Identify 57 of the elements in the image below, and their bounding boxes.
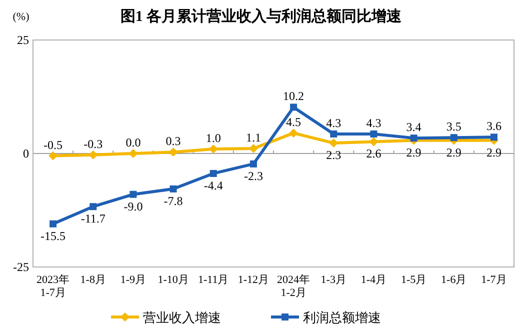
point — [410, 134, 418, 142]
data-label: 2.9 — [406, 145, 422, 160]
data-label: 2.9 — [486, 145, 502, 160]
y-tick-label: 25 — [17, 33, 29, 47]
data-label: -0.3 — [84, 136, 103, 151]
x-tick-label: 2023年 1-7月 — [36, 274, 70, 300]
x-tick-label: 1-10月 — [158, 274, 189, 286]
x-tick-label: 1-5月 — [400, 274, 427, 286]
data-label: -4.4 — [204, 178, 223, 192]
data-label: -9.0 — [124, 199, 143, 214]
x-tick-label: 1-7月 — [481, 274, 507, 286]
data-label: 0.0 — [126, 136, 141, 150]
x-tick-label: 1-12月 — [238, 274, 270, 286]
point — [490, 134, 498, 141]
x-tick-label: 1-4月 — [360, 274, 387, 286]
x-tick-label: 1-3月 — [320, 274, 346, 286]
y-axis-title: (%) — [12, 11, 30, 23]
data-label: 3.4 — [406, 120, 422, 134]
point — [210, 170, 217, 177]
point — [250, 160, 257, 168]
data-label: -11.7 — [80, 212, 106, 226]
data-label: 2.9 — [446, 145, 462, 160]
data-label: -7.8 — [164, 194, 183, 208]
x-tick-label: 1-6月 — [441, 274, 467, 286]
data-label: 3.6 — [486, 119, 502, 134]
point — [90, 203, 97, 210]
data-label: -2.3 — [244, 168, 263, 183]
point — [290, 104, 298, 111]
data-label: 1.1 — [246, 130, 261, 145]
point — [370, 130, 378, 138]
data-label: 2.6 — [366, 146, 382, 161]
data-label: 4.3 — [326, 116, 342, 130]
point — [289, 128, 298, 138]
x-tick-label: 1-9月 — [120, 274, 146, 286]
legend-label: 营业收入增速 — [143, 310, 221, 325]
chart-title: 图1 各月累计营业收入与利润总额同比增速 — [120, 7, 403, 25]
x-tick-label: 2024年 1-2月 — [277, 274, 310, 300]
data-label: 4.3 — [366, 116, 382, 130]
point — [128, 149, 138, 158]
y-tick-label: -25 — [13, 260, 29, 274]
data-label: 0.3 — [166, 134, 181, 148]
data-label: 2.3 — [326, 148, 342, 162]
point — [50, 220, 57, 228]
x-tick-label: 1-11月 — [198, 274, 229, 286]
data-label: 3.5 — [446, 120, 462, 134]
point — [450, 134, 458, 142]
x-tick-label: 1-8月 — [80, 274, 106, 286]
point — [130, 190, 137, 198]
y-tick-label: 0 — [23, 146, 29, 160]
point — [330, 130, 338, 138]
data-label: 10.2 — [283, 89, 304, 104]
data-label: -0.5 — [44, 138, 63, 152]
point — [170, 185, 177, 192]
data-label: 4.5 — [286, 115, 302, 130]
data-label: -15.5 — [40, 228, 66, 243]
legend-label: 利润总额增速 — [303, 310, 381, 325]
data-label: 1.0 — [206, 130, 221, 145]
